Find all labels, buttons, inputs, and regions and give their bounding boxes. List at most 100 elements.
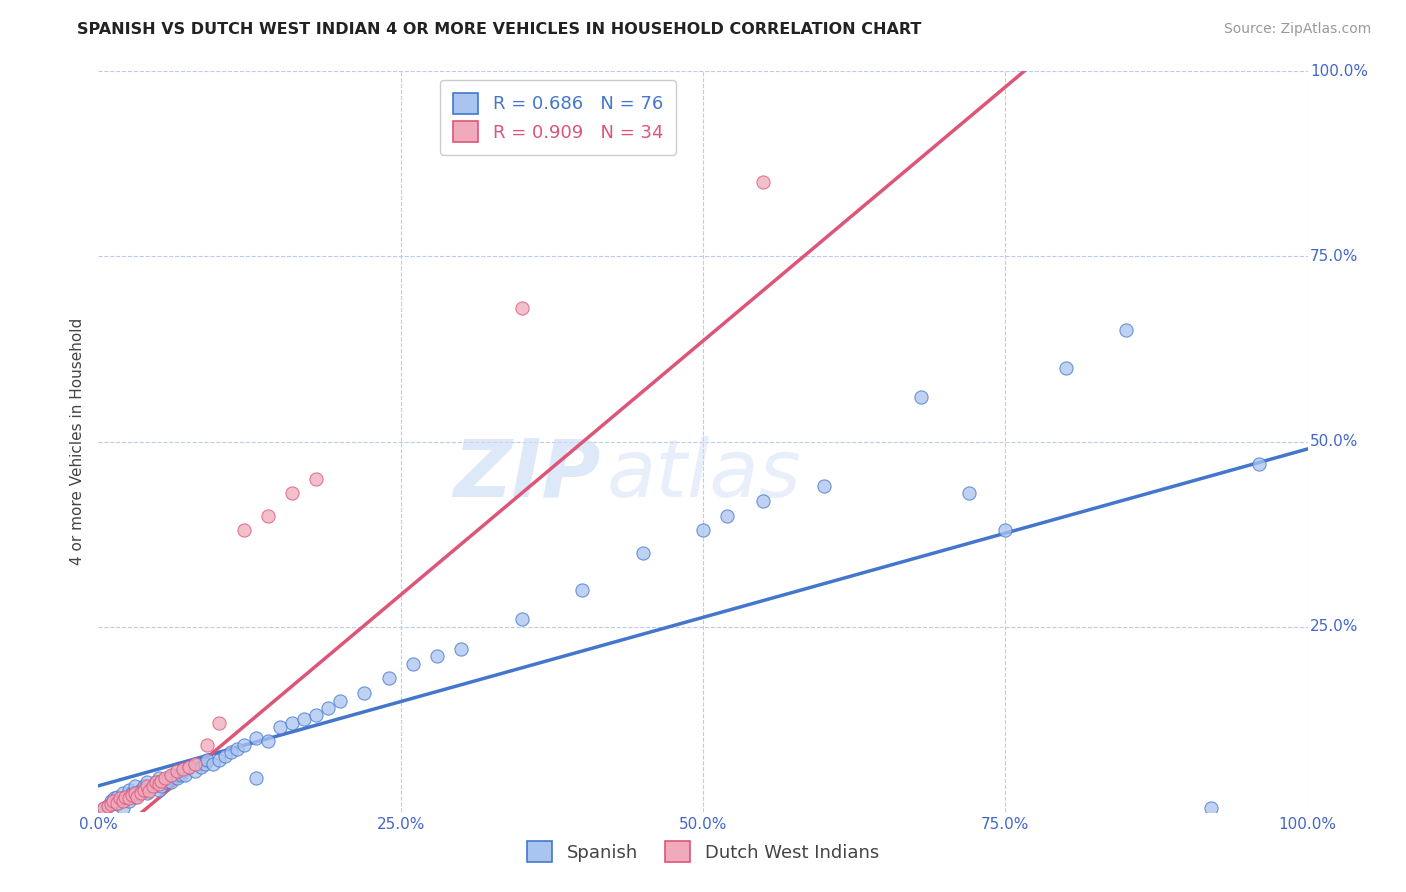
Point (910, 390, 932, 404)
Point (450, 641, 472, 656)
Point (118, 782, 141, 797)
Point (305, 708, 328, 723)
Point (145, 775, 167, 789)
Point (105, 797, 128, 812)
Point (226, 741, 249, 756)
Point (148, 782, 170, 797)
Point (256, 734, 278, 748)
Point (129, 782, 152, 797)
Text: ZIP: ZIP (453, 436, 600, 514)
Point (114, 789, 136, 804)
Point (316, 701, 339, 715)
Text: SPANISH VS DUTCH WEST INDIAN 4 OR MORE VEHICLES IN HOUSEHOLD CORRELATION CHART: SPANISH VS DUTCH WEST INDIAN 4 OR MORE V… (77, 22, 922, 37)
Point (148, 772, 170, 786)
Point (169, 767, 191, 781)
Point (269, 720, 291, 734)
Point (208, 715, 231, 730)
Point (134, 779, 156, 793)
Point (101, 794, 124, 808)
Point (101, 796, 124, 810)
Point (1199, 801, 1222, 815)
Point (138, 784, 160, 798)
Point (214, 749, 236, 764)
Point (510, 301, 533, 316)
Point (232, 524, 254, 538)
Point (105, 796, 128, 810)
Point (138, 782, 160, 797)
Point (118, 791, 141, 805)
Point (100, 794, 122, 808)
Legend: Spanish, Dutch West Indians: Spanish, Dutch West Indians (520, 834, 886, 870)
Point (111, 801, 134, 815)
Point (221, 746, 243, 760)
Point (256, 508, 278, 523)
Point (232, 738, 254, 752)
Point (174, 767, 197, 781)
Point (179, 760, 201, 774)
Point (195, 753, 218, 767)
Y-axis label: 4 or more Vehicles in Household: 4 or more Vehicles in Household (70, 318, 86, 566)
Point (813, 479, 835, 493)
Point (135, 786, 157, 800)
Point (184, 764, 207, 778)
Point (245, 772, 267, 786)
Point (100, 797, 122, 812)
Point (281, 486, 304, 500)
Point (142, 779, 165, 793)
Point (93, 801, 115, 815)
Point (202, 756, 225, 771)
Point (245, 731, 267, 745)
Point (292, 712, 315, 726)
Point (124, 786, 146, 800)
Point (752, 175, 775, 190)
Point (162, 767, 184, 781)
Point (160, 767, 183, 781)
Text: 100.0%: 100.0% (1310, 64, 1368, 78)
Point (124, 779, 146, 793)
Text: 25.0%: 25.0% (1310, 619, 1358, 634)
Point (166, 772, 188, 786)
Point (692, 524, 714, 538)
Point (190, 760, 212, 774)
Point (124, 789, 146, 804)
Point (195, 738, 218, 752)
Point (153, 775, 176, 789)
Point (108, 794, 131, 808)
Point (377, 672, 399, 686)
Point (150, 773, 173, 788)
Point (1115, 324, 1137, 338)
Point (148, 776, 170, 790)
Point (142, 779, 165, 793)
Point (93, 801, 115, 815)
Point (1249, 457, 1271, 471)
Point (194, 756, 217, 771)
Point (172, 762, 194, 776)
Point (353, 686, 375, 700)
Point (187, 756, 209, 771)
Point (571, 582, 593, 597)
Point (160, 775, 183, 789)
Point (145, 775, 167, 789)
Point (172, 764, 194, 778)
Point (1054, 360, 1077, 375)
Point (135, 775, 157, 789)
Point (103, 791, 125, 805)
Point (166, 764, 188, 778)
Point (134, 782, 156, 797)
Point (157, 772, 180, 786)
Point (752, 493, 775, 508)
Point (179, 760, 201, 774)
Text: 50.0%: 50.0% (1310, 434, 1358, 449)
Point (716, 508, 738, 523)
Point (208, 753, 231, 767)
Point (153, 772, 176, 786)
Point (118, 794, 141, 808)
Point (127, 789, 149, 804)
Point (121, 789, 143, 803)
Point (631, 546, 654, 560)
Text: atlas: atlas (606, 436, 801, 514)
Point (957, 486, 980, 500)
Point (111, 786, 134, 800)
Point (135, 779, 157, 793)
Point (281, 715, 304, 730)
